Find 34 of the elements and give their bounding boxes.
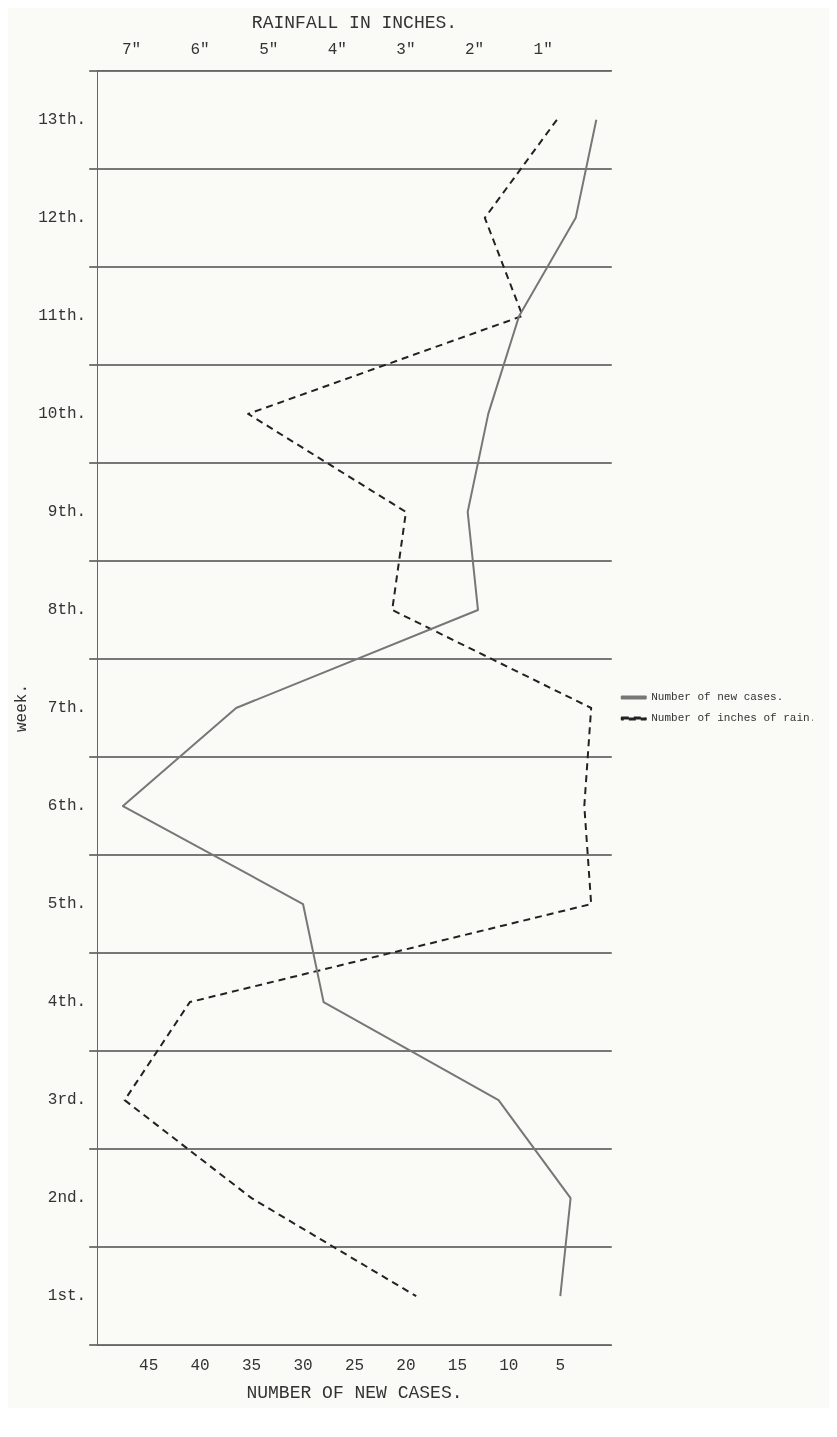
legend-label: Number of inches of rain. — [651, 712, 817, 725]
y-tick-label: 10th. — [38, 405, 87, 424]
x2-tick-label: 1" — [533, 41, 553, 60]
y-tick-label: 8th. — [47, 601, 87, 620]
x-axis-title: NUMBER OF NEW CASES. — [246, 1382, 463, 1403]
y-tick-label: 5th. — [47, 895, 87, 914]
x-tick-label: 35 — [241, 1357, 262, 1376]
x-tick-label: 30 — [293, 1357, 313, 1376]
x2-tick-label: 3" — [396, 41, 416, 60]
y-tick-label: 11th. — [38, 307, 87, 326]
x2-axis-title: RAINFALL IN INCHES. — [251, 12, 458, 33]
x-tick-label: 10 — [499, 1357, 519, 1376]
x-tick-label: 25 — [344, 1357, 365, 1376]
legend-label: Number of new cases. — [651, 691, 784, 704]
x-tick-label: 5 — [555, 1357, 566, 1376]
y-tick-label: 12th. — [38, 209, 87, 228]
y-tick-label: 9th. — [47, 503, 87, 522]
x2-tick-label: 6" — [190, 41, 210, 60]
y-tick-label: 6th. — [47, 797, 87, 816]
x-tick-label: 40 — [190, 1357, 210, 1376]
x2-tick-label: 5" — [259, 41, 279, 60]
x-tick-label: 45 — [139, 1357, 159, 1376]
y-tick-label: 7th. — [47, 699, 87, 718]
y-tick-label: 3rd. — [47, 1091, 87, 1110]
y-tick-label: 13th. — [38, 111, 87, 130]
x-tick-label: 20 — [396, 1357, 416, 1376]
y-tick-label: 1st. — [47, 1287, 87, 1306]
x2-tick-label: 4" — [327, 41, 347, 60]
y-tick-label: 2nd. — [47, 1189, 87, 1208]
x2-tick-label: 7" — [121, 41, 142, 60]
y-axis-title: week. — [12, 683, 31, 733]
y-tick-label: 4th. — [47, 993, 87, 1012]
x2-tick-label: 2" — [464, 41, 485, 60]
x-tick-label: 15 — [447, 1357, 467, 1376]
